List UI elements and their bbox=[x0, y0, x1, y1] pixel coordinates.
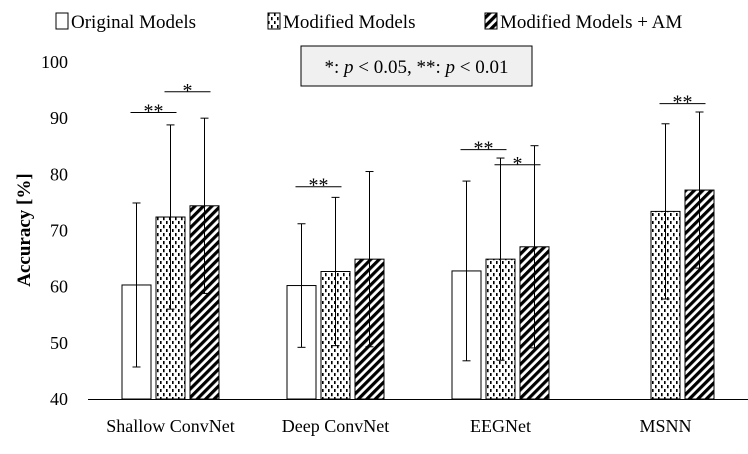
x-category-label: Deep ConvNet bbox=[282, 416, 389, 436]
note-part-2: p bbox=[342, 57, 354, 78]
x-category-label: Shallow ConvNet bbox=[106, 416, 235, 436]
note-part-4: p bbox=[444, 57, 456, 78]
significance-note-box bbox=[300, 45, 533, 87]
significance-label: ** bbox=[474, 138, 494, 160]
x-category-label: EEGNet bbox=[470, 416, 531, 436]
y-tick-label: 60 bbox=[50, 277, 68, 297]
legend-swatch-original bbox=[55, 12, 69, 30]
significance-label: ** bbox=[144, 101, 164, 123]
legend-swatch-modified-am bbox=[484, 12, 498, 30]
significance-label: ** bbox=[309, 175, 329, 197]
note-part-3: < 0.05, **: bbox=[354, 57, 446, 78]
note-part-1: *: bbox=[325, 57, 345, 78]
legend-label-modified: Modified Models bbox=[283, 12, 415, 33]
note-part-5: < 0.01 bbox=[455, 57, 508, 78]
significance-note-text: *: p < 0.05, **: p < 0.01 bbox=[325, 57, 509, 78]
legend-label-original: Original Models bbox=[71, 12, 196, 33]
y-tick-label: 100 bbox=[41, 52, 68, 72]
x-category-label: MSNN bbox=[639, 416, 691, 436]
y-tick-label: 90 bbox=[50, 108, 68, 128]
y-tick-label: 70 bbox=[50, 221, 68, 241]
significance-note: *: p < 0.05, **: p < 0.01 bbox=[300, 45, 533, 87]
y-axis-title: Accuracy [%] bbox=[14, 173, 35, 286]
significance-label: * bbox=[513, 153, 523, 175]
y-tick-label: 80 bbox=[50, 164, 68, 184]
plot-area: 40 50 60 70 80 90 100 Shallow ConvNet Deep ConvN… bbox=[41, 52, 748, 436]
y-tick-label: 40 bbox=[50, 389, 68, 409]
legend-swatch-modified bbox=[267, 12, 281, 30]
significance-label: * bbox=[183, 80, 193, 102]
legend: Original Models Modified Models Modified… bbox=[55, 12, 682, 33]
y-tick-label: 50 bbox=[50, 333, 68, 353]
significance-label: ** bbox=[673, 92, 693, 114]
legend-label-modified-am: Modified Models + AM bbox=[500, 12, 682, 33]
